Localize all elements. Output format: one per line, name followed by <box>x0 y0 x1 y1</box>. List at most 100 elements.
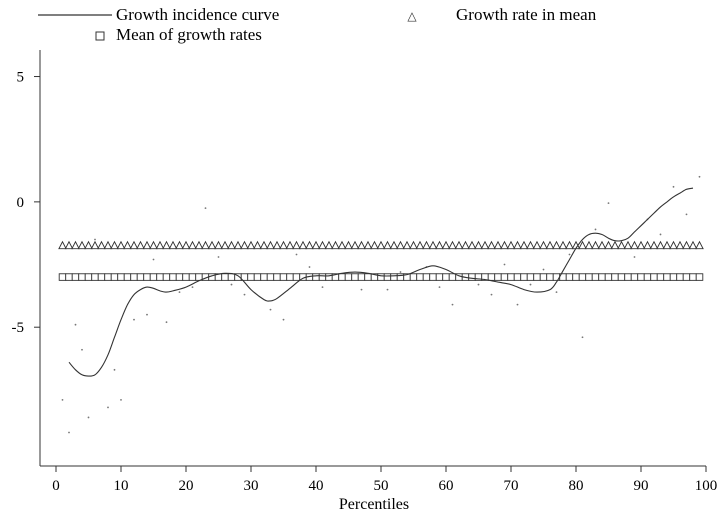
scatter-dot <box>607 202 610 205</box>
mean-of-growth-rates-marker <box>429 273 437 281</box>
mean-of-growth-rates-marker <box>656 273 665 281</box>
mean-of-growth-rates-marker <box>585 273 593 281</box>
x-tick-label: 100 <box>695 478 718 494</box>
mean-of-growth-rates-marker <box>260 273 268 281</box>
growth-rate-in-mean-marker <box>675 240 685 250</box>
mean-of-growth-rates-marker <box>58 273 67 281</box>
scatter-dot <box>555 291 558 294</box>
growth-rate-in-mean-marker <box>396 240 405 250</box>
mean-of-growth-rates-marker <box>149 273 158 281</box>
growth-rate-in-mean-marker <box>77 240 87 250</box>
growth-rate-in-mean-marker <box>409 240 418 250</box>
growth-rate-in-mean-marker <box>259 240 269 250</box>
mean-of-growth-rates-marker <box>84 273 93 281</box>
mean-of-growth-rates-marker <box>110 273 119 281</box>
scatter-dot <box>594 228 597 231</box>
growth-rate-in-mean-marker <box>428 240 438 250</box>
growth-rate-in-mean-marker <box>461 240 470 250</box>
mean-of-growth-rates-marker <box>435 273 444 281</box>
growth-rate-in-mean-marker <box>493 240 503 250</box>
mean-of-growth-rates-marker <box>344 273 353 281</box>
scatter-dot <box>230 283 233 286</box>
growth-rate-in-mean-marker <box>214 240 223 250</box>
mean-of-growth-rates-marker <box>643 273 652 281</box>
growth-rate-in-mean-marker <box>474 240 483 250</box>
mean-of-growth-rates-marker <box>253 273 262 281</box>
scatter-dot <box>295 253 298 256</box>
mean-of-growth-rates-marker <box>578 273 587 281</box>
y-tick-label: 0 <box>17 195 25 211</box>
growth-rate-in-mean-marker <box>415 240 425 250</box>
growth-rate-in-mean-marker <box>129 240 139 250</box>
legend: Growth incidence curve △ Growth rate in … <box>38 5 597 44</box>
mean-of-growth-rates-marker <box>279 273 288 281</box>
scatter-dot <box>87 416 90 419</box>
mean-of-growth-rates-marker <box>676 273 684 281</box>
growth-rate-in-mean-marker <box>227 240 236 250</box>
growth-rate-in-mean-marker <box>435 240 444 250</box>
mean-of-growth-rates-marker <box>130 273 138 281</box>
mean-of-growth-rates-marker <box>487 273 496 281</box>
growth-rate-in-mean-marker <box>643 240 652 250</box>
mean-of-growth-rates-marker <box>91 273 99 281</box>
scatter-dot <box>490 293 493 296</box>
growth-rate-in-mean-marker <box>656 240 665 250</box>
mean-of-growth-rates-marker <box>247 273 255 281</box>
mean-of-growth-rates-marker <box>286 273 294 281</box>
scatter-dot <box>107 406 109 409</box>
scatter-dot <box>451 303 454 306</box>
mean-of-growth-rates-marker <box>383 273 392 281</box>
mean-of-growth-rates-marker <box>136 273 145 281</box>
y-tick-label: 5 <box>17 70 25 86</box>
growth-rate-in-mean-marker <box>305 240 314 250</box>
growth-rate-in-mean-marker <box>116 240 126 250</box>
scatter-dot <box>529 283 532 286</box>
scatter-dot <box>178 291 181 294</box>
growth-rate-in-mean-marker <box>220 240 230 250</box>
scatter-dot <box>217 256 220 258</box>
mean-of-growth-rates-marker <box>468 273 476 281</box>
mean-of-growth-rates-marker <box>520 273 528 281</box>
growth-rate-in-mean-marker <box>402 240 412 250</box>
scatter-dot <box>113 368 116 371</box>
growth-rate-in-mean-marker <box>539 240 548 250</box>
scatter-dot <box>542 268 545 271</box>
growth-rate-in-mean-marker <box>383 240 392 250</box>
legend-square-swatch <box>95 31 105 41</box>
growth-rate-in-mean-marker <box>175 240 184 250</box>
growth-rate-in-mean-marker <box>318 240 327 250</box>
mean-of-growth-rates-marker <box>526 273 535 281</box>
mean-of-growth-rates-marker <box>539 273 548 281</box>
scatter-dot <box>308 266 311 268</box>
mean-of-growth-rates-marker <box>175 273 184 281</box>
scatter-dot <box>243 293 246 296</box>
legend-label-mean-of-growth-rates: Mean of growth rates <box>116 25 262 44</box>
mean-of-growth-rates-marker <box>500 273 509 281</box>
mean-of-growth-rates-marker <box>598 273 606 281</box>
growth-rate-in-mean-marker <box>298 240 308 250</box>
mean-of-growth-rates-marker <box>604 273 613 281</box>
growth-rate-in-mean-marker <box>149 240 158 250</box>
mean-of-growth-rates-marker <box>624 273 632 281</box>
growth-rate-in-mean-marker <box>64 240 74 250</box>
mean-of-growth-rates-marker <box>494 273 502 281</box>
growth-rate-in-mean-marker <box>376 240 386 250</box>
growth-rate-in-mean-marker <box>110 240 119 250</box>
growth-rate-in-mean-marker <box>389 240 399 250</box>
growth-rate-in-mean-marker <box>591 240 600 250</box>
growth-rate-in-mean-marker <box>480 240 490 250</box>
scatter-dot <box>477 283 480 286</box>
growth-rate-in-mean-marker <box>344 240 353 250</box>
growth-rate-in-mean-marker <box>363 240 373 250</box>
scatter-dot <box>659 233 662 236</box>
growth-rate-in-mean-marker <box>272 240 282 250</box>
growth-rate-in-mean-marker <box>454 240 464 250</box>
growth-rate-in-mean-marker <box>623 240 633 250</box>
growth-rate-in-mean-marker <box>337 240 347 250</box>
growth-rate-in-mean-marker <box>285 240 295 250</box>
mean-of-growth-rates-marker <box>507 273 515 281</box>
growth-rate-in-mean-marker <box>526 240 535 250</box>
scatter-dot <box>269 308 272 311</box>
growth-rate-in-mean-marker <box>584 240 594 250</box>
